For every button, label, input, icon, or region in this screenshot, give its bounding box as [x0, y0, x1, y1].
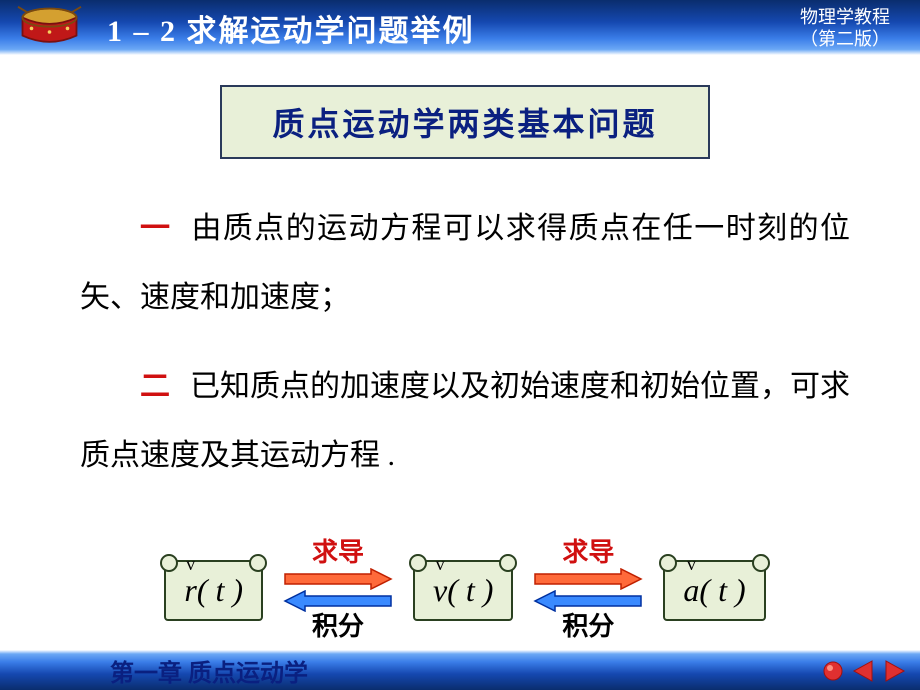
p2-text: 已知质点的加速度以及初始速度和初始位置，可求质点速度及其运动方程 . — [80, 370, 850, 472]
box-a: va( t ) — [663, 560, 765, 621]
integrate-label-1: 积分 — [312, 614, 364, 640]
p2-number: 二 — [140, 370, 170, 403]
diagram-row: vr( t ) 求导 积分 vv( t ) 求导 积分 — [80, 540, 850, 640]
arrow-group-2: 求导 积分 — [533, 540, 643, 640]
paragraph-1: 一由质点的运动方程可以求得质点在任一时刻的位矢、速度和加速度； — [80, 194, 850, 332]
chapter-title: 第一章 质点运动学 — [110, 653, 308, 688]
paragraph-2: 二已知质点的加速度以及初始速度和初始位置，可求质点速度及其运动方程 . — [80, 352, 850, 490]
arrow-left-icon — [283, 590, 393, 612]
book-edition: （第二版） — [800, 28, 890, 50]
section-title: 1 – 2 求解运动学问题举例 — [107, 6, 475, 50]
topic-text: 质点运动学两类基本问题 — [272, 106, 657, 142]
derive-label-1: 求导 — [312, 540, 364, 566]
p1-number: 一 — [140, 212, 171, 245]
p1-text: 由质点的运动方程可以求得质点在任一时刻的位矢、速度和加速度； — [80, 212, 850, 314]
arrow-left-icon — [533, 590, 643, 612]
box-v: vv( t ) — [413, 560, 513, 621]
book-title: 物理学教程 — [800, 6, 890, 28]
drum-icon — [12, 5, 87, 50]
nav-next-icon[interactable] — [882, 658, 908, 684]
nav-icons — [822, 658, 908, 684]
arrow-group-1: 求导 积分 — [283, 540, 393, 640]
derive-label-2: 求导 — [562, 540, 614, 566]
integrate-label-2: 积分 — [562, 614, 614, 640]
arrow-right-icon — [533, 568, 643, 590]
box-r: vr( t ) — [164, 560, 263, 621]
topic-box: 质点运动学两类基本问题 — [220, 85, 709, 159]
nav-dot-icon[interactable] — [822, 660, 844, 682]
slide-content: 质点运动学两类基本问题 一由质点的运动方程可以求得质点在任一时刻的位矢、速度和加… — [0, 55, 920, 650]
slide-footer: 第一章 质点运动学 — [0, 650, 920, 690]
nav-prev-icon[interactable] — [850, 658, 876, 684]
slide-header: 1 – 2 求解运动学问题举例 物理学教程 （第二版） — [0, 0, 920, 55]
arrow-right-icon — [283, 568, 393, 590]
book-info: 物理学教程 （第二版） — [800, 6, 890, 50]
